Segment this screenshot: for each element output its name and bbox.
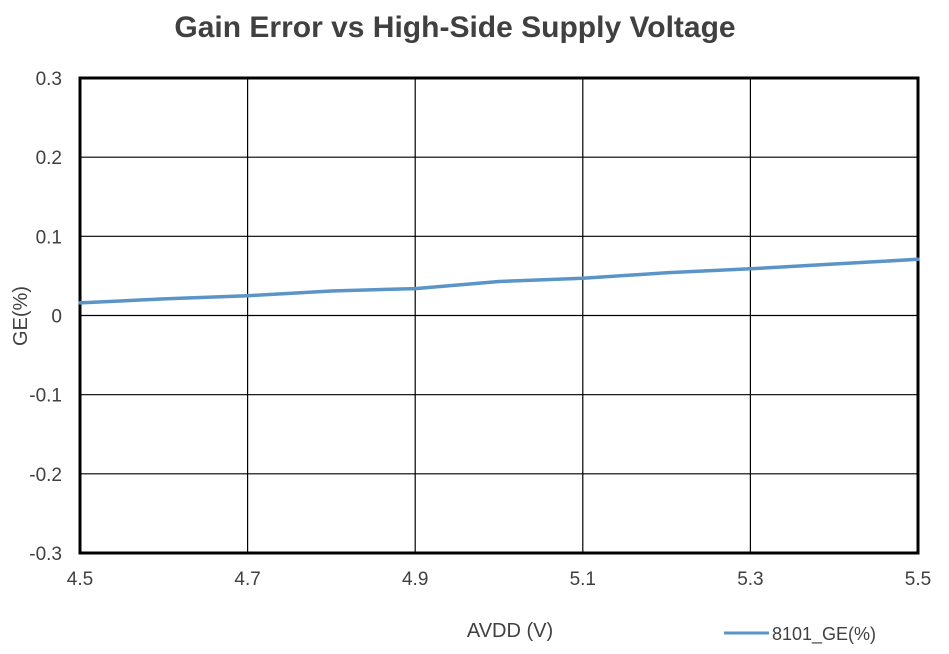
x-tick-label: 4.9 bbox=[402, 569, 428, 590]
grid bbox=[79, 77, 919, 554]
data-point bbox=[832, 262, 836, 266]
y-axis-ticks: 0.3 0.2 0.1 0 -0.1 -0.2 -0.3 bbox=[29, 69, 62, 565]
data-point bbox=[329, 289, 333, 293]
data-point bbox=[413, 286, 417, 291]
x-tick-label: 5.5 bbox=[905, 569, 931, 590]
data-point bbox=[665, 271, 669, 275]
x-axis-ticks: 4.5 4.7 4.9 5.1 5.3 5.5 bbox=[67, 569, 931, 590]
data-point bbox=[246, 294, 250, 298]
x-tick-label: 4.5 bbox=[67, 569, 93, 590]
y-tick-label: -0.3 bbox=[29, 544, 62, 565]
y-tick-label: 0 bbox=[51, 307, 62, 328]
legend-label: 8101_GE(%) bbox=[772, 624, 876, 645]
y-tick-label: -0.2 bbox=[29, 465, 62, 486]
data-point bbox=[497, 279, 501, 284]
y-tick-label: 0.3 bbox=[36, 69, 62, 90]
data-point bbox=[748, 267, 753, 271]
y-axis-label: GE(%) bbox=[10, 286, 32, 346]
chart-title: Gain Error vs High-Side Supply Voltage bbox=[174, 11, 735, 44]
data-point bbox=[162, 297, 166, 301]
y-tick-label: -0.1 bbox=[29, 386, 62, 407]
data-point bbox=[581, 276, 585, 280]
data-point bbox=[916, 257, 920, 261]
y-tick-label: 0.2 bbox=[36, 148, 62, 169]
series-layer bbox=[78, 257, 920, 305]
x-tick-label: 5.3 bbox=[737, 569, 763, 590]
data-point bbox=[78, 301, 82, 305]
x-tick-label: 4.7 bbox=[234, 569, 260, 590]
plot-area-border bbox=[78, 76, 920, 555]
y-tick-label: 0.1 bbox=[36, 227, 62, 248]
x-tick-label: 5.1 bbox=[570, 569, 596, 590]
x-axis-label: AVDD (V) bbox=[467, 620, 553, 642]
legend: 8101_GE(%) bbox=[724, 624, 876, 645]
